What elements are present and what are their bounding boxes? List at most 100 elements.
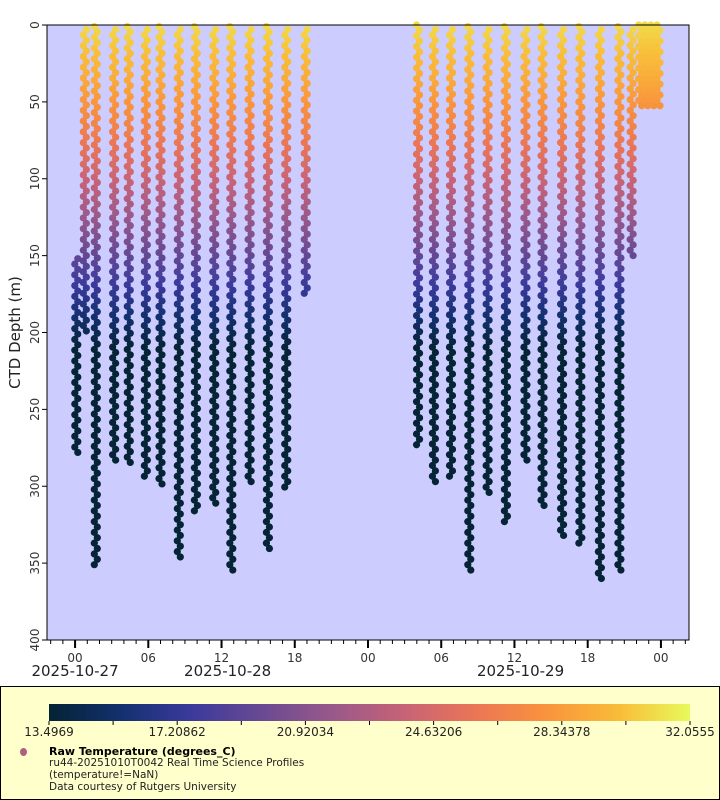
profile bbox=[173, 26, 184, 561]
data-point bbox=[540, 491, 548, 499]
data-point bbox=[209, 214, 217, 222]
data-point bbox=[594, 461, 603, 470]
data-point bbox=[431, 262, 440, 270]
data-point bbox=[93, 135, 101, 144]
data-point bbox=[575, 55, 583, 63]
data-point bbox=[445, 300, 454, 308]
data-point bbox=[126, 426, 134, 434]
data-point bbox=[265, 39, 274, 47]
data-point bbox=[540, 125, 548, 133]
data-point bbox=[229, 405, 237, 413]
data-point bbox=[467, 265, 475, 273]
data-point bbox=[300, 52, 308, 61]
data-point bbox=[412, 215, 421, 223]
data-point bbox=[431, 187, 440, 195]
data-point bbox=[503, 297, 512, 305]
data-point bbox=[650, 102, 658, 110]
data-point bbox=[594, 354, 603, 362]
x-tick-label: 12 bbox=[214, 651, 229, 665]
data-point bbox=[617, 168, 625, 176]
data-point bbox=[559, 327, 568, 335]
data-point bbox=[617, 372, 625, 380]
data-point bbox=[428, 332, 437, 340]
data-point bbox=[412, 290, 421, 298]
data-point bbox=[281, 128, 289, 136]
data-point bbox=[229, 383, 237, 391]
data-point bbox=[431, 456, 440, 464]
data-point bbox=[578, 286, 586, 294]
data-point bbox=[93, 243, 101, 251]
data-point bbox=[485, 402, 493, 410]
data-point bbox=[190, 313, 199, 321]
data-point bbox=[500, 173, 509, 181]
data-point bbox=[244, 63, 252, 71]
data-point bbox=[265, 501, 274, 510]
data-point bbox=[300, 117, 308, 125]
data-point bbox=[126, 458, 134, 467]
data-point bbox=[597, 58, 606, 66]
data-point bbox=[74, 384, 82, 392]
data-point bbox=[176, 273, 184, 281]
data-point bbox=[284, 208, 292, 217]
data-point bbox=[520, 386, 528, 394]
data-point bbox=[641, 64, 649, 72]
data-point bbox=[109, 332, 117, 340]
data-point bbox=[578, 469, 586, 477]
data-point bbox=[448, 112, 457, 120]
data-point bbox=[212, 391, 220, 400]
data-point bbox=[594, 537, 603, 545]
data-point bbox=[614, 410, 622, 418]
data-point bbox=[262, 324, 271, 332]
data-point bbox=[594, 214, 603, 222]
data-point bbox=[155, 184, 163, 192]
data-point bbox=[575, 33, 583, 41]
data-point bbox=[158, 469, 166, 477]
data-point bbox=[464, 324, 472, 332]
data-point bbox=[109, 106, 117, 114]
data-point bbox=[109, 365, 117, 373]
data-point bbox=[176, 445, 184, 453]
data-point bbox=[500, 474, 509, 483]
data-point bbox=[503, 394, 512, 402]
data-point bbox=[575, 152, 583, 160]
data-point bbox=[656, 48, 664, 56]
data-point bbox=[644, 26, 652, 34]
data-point bbox=[412, 150, 421, 158]
data-point bbox=[300, 85, 308, 93]
data-point bbox=[448, 381, 457, 389]
data-point bbox=[244, 354, 252, 362]
data-point bbox=[123, 302, 131, 310]
data-point bbox=[123, 76, 131, 84]
data-point bbox=[281, 386, 289, 394]
data-point bbox=[79, 85, 87, 93]
data-point bbox=[90, 324, 98, 332]
data-point bbox=[635, 85, 643, 94]
data-point bbox=[244, 214, 252, 222]
data-point bbox=[143, 144, 151, 152]
data-point bbox=[412, 64, 421, 72]
data-point bbox=[226, 539, 234, 547]
data-point bbox=[158, 415, 166, 423]
data-point bbox=[126, 448, 134, 456]
data-point bbox=[123, 55, 131, 63]
data-point bbox=[575, 324, 583, 332]
data-point bbox=[190, 388, 199, 397]
data-point bbox=[82, 327, 90, 335]
data-point bbox=[212, 499, 220, 507]
data-point bbox=[123, 98, 131, 106]
data-point bbox=[445, 278, 454, 287]
data-point bbox=[209, 192, 217, 201]
data-point bbox=[594, 278, 603, 287]
data-point bbox=[428, 203, 437, 211]
data-point bbox=[229, 222, 237, 230]
data-point bbox=[209, 289, 217, 297]
data-point bbox=[193, 297, 202, 305]
data-point bbox=[229, 361, 237, 370]
data-point bbox=[578, 448, 586, 456]
data-point bbox=[559, 391, 568, 400]
data-point bbox=[428, 214, 437, 222]
data-point bbox=[209, 354, 217, 362]
data-point bbox=[626, 160, 634, 168]
data-point bbox=[415, 403, 424, 411]
data-point bbox=[303, 219, 311, 227]
